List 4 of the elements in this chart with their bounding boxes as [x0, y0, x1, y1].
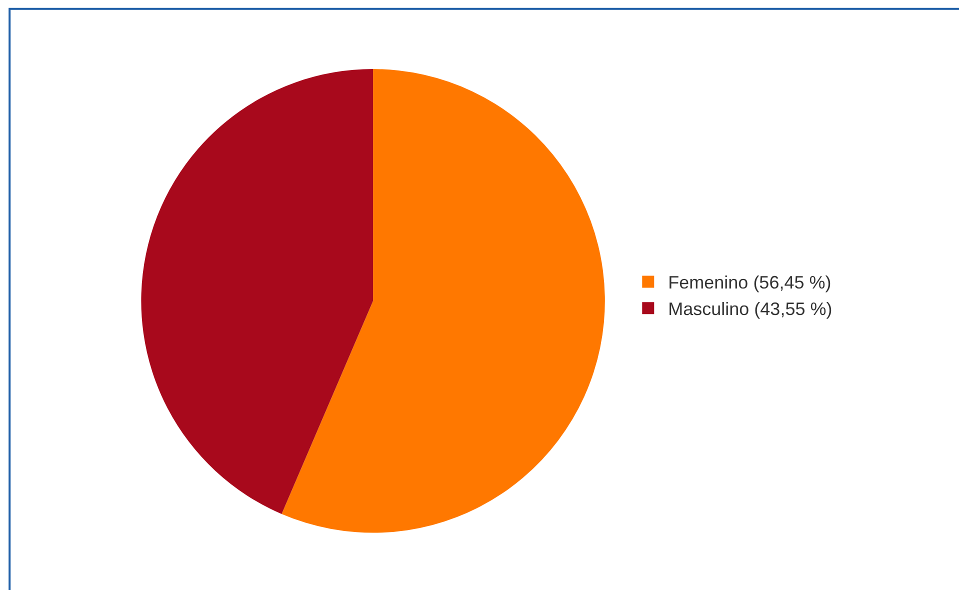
pie-slice: [282, 69, 605, 533]
legend-label: Femenino (56,45 %): [668, 272, 832, 293]
legend-label: Masculino (43,55 %): [668, 299, 832, 320]
pie-slice: [141, 69, 374, 514]
